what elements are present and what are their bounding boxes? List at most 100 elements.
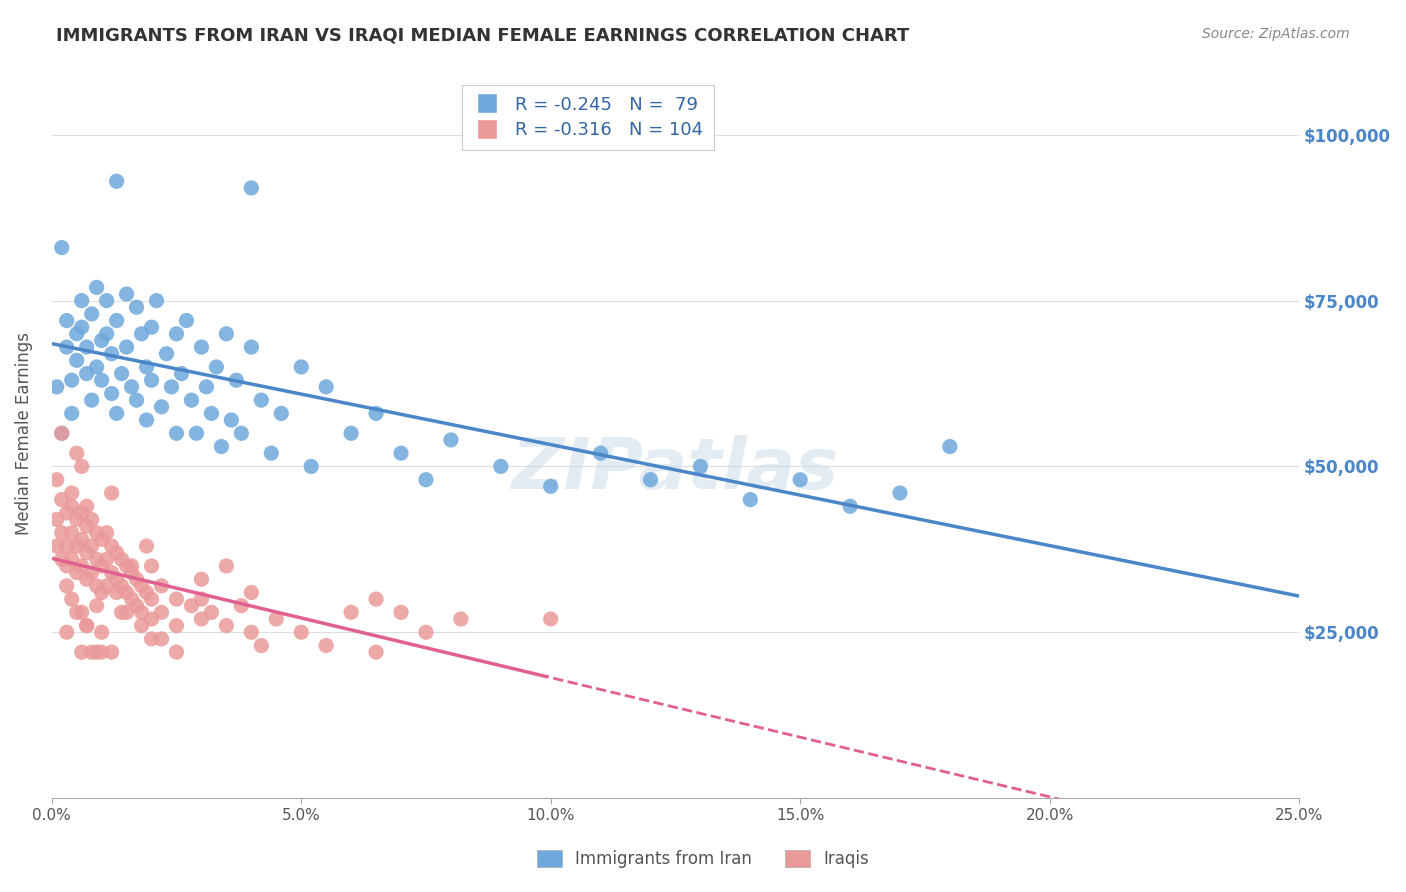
Point xyxy=(125,572,148,586)
Point xyxy=(121,380,143,394)
Point xyxy=(166,426,188,441)
Point xyxy=(100,486,122,500)
Point xyxy=(135,539,157,553)
Point xyxy=(115,340,138,354)
Point xyxy=(76,367,98,381)
Point xyxy=(115,287,138,301)
Point xyxy=(141,592,163,607)
Point xyxy=(215,326,238,341)
Point xyxy=(240,340,263,354)
Point xyxy=(66,353,89,368)
Point xyxy=(96,525,118,540)
Point xyxy=(51,426,73,441)
Point xyxy=(105,585,128,599)
Point xyxy=(190,612,212,626)
Point xyxy=(240,181,263,195)
Point xyxy=(100,539,122,553)
Point xyxy=(76,340,98,354)
Text: ZIPatlas: ZIPatlas xyxy=(512,435,839,504)
Point xyxy=(689,459,711,474)
Point xyxy=(150,400,173,414)
Point xyxy=(66,512,89,526)
Point xyxy=(839,500,862,514)
Text: Source: ZipAtlas.com: Source: ZipAtlas.com xyxy=(1202,27,1350,41)
Point xyxy=(141,320,163,334)
Point xyxy=(51,241,73,255)
Point xyxy=(889,486,911,500)
Point xyxy=(121,558,143,573)
Point xyxy=(215,558,238,573)
Point xyxy=(70,606,93,620)
Point xyxy=(135,359,157,374)
Point xyxy=(589,446,612,460)
Point xyxy=(231,426,253,441)
Point xyxy=(450,612,472,626)
Point xyxy=(90,645,112,659)
Point xyxy=(176,313,198,327)
Point xyxy=(86,599,108,613)
Point xyxy=(131,618,153,632)
Point xyxy=(195,380,218,394)
Point xyxy=(160,380,183,394)
Point xyxy=(76,618,98,632)
Point xyxy=(540,612,562,626)
Point xyxy=(105,313,128,327)
Point xyxy=(150,606,173,620)
Point xyxy=(105,572,128,586)
Point xyxy=(290,625,312,640)
Point xyxy=(45,539,67,553)
Point xyxy=(60,373,83,387)
Point xyxy=(315,639,337,653)
Point xyxy=(315,380,337,394)
Point xyxy=(96,326,118,341)
Point xyxy=(110,552,132,566)
Text: IMMIGRANTS FROM IRAN VS IRAQI MEDIAN FEMALE EARNINGS CORRELATION CHART: IMMIGRANTS FROM IRAN VS IRAQI MEDIAN FEM… xyxy=(56,27,910,45)
Point xyxy=(110,367,132,381)
Point xyxy=(131,606,153,620)
Point xyxy=(80,645,103,659)
Point xyxy=(60,500,83,514)
Point xyxy=(105,174,128,188)
Point xyxy=(60,486,83,500)
Point xyxy=(86,552,108,566)
Point xyxy=(240,585,263,599)
Point xyxy=(80,512,103,526)
Point xyxy=(190,340,212,354)
Y-axis label: Median Female Earnings: Median Female Earnings xyxy=(15,332,32,535)
Point xyxy=(90,625,112,640)
Point xyxy=(70,459,93,474)
Point xyxy=(115,558,138,573)
Point xyxy=(205,359,228,374)
Point xyxy=(96,579,118,593)
Point xyxy=(115,606,138,620)
Point xyxy=(340,606,363,620)
Point xyxy=(70,506,93,520)
Legend: Immigrants from Iran, Iraqis: Immigrants from Iran, Iraqis xyxy=(530,843,876,875)
Point xyxy=(489,459,512,474)
Point xyxy=(90,373,112,387)
Point xyxy=(389,606,412,620)
Point xyxy=(70,558,93,573)
Point xyxy=(51,492,73,507)
Point xyxy=(66,446,89,460)
Point xyxy=(131,579,153,593)
Point xyxy=(150,632,173,646)
Point xyxy=(166,326,188,341)
Point xyxy=(70,293,93,308)
Point xyxy=(141,558,163,573)
Point xyxy=(155,347,177,361)
Point xyxy=(70,533,93,547)
Point xyxy=(389,446,412,460)
Point xyxy=(70,320,93,334)
Point xyxy=(141,612,163,626)
Point xyxy=(55,340,77,354)
Point xyxy=(200,406,222,420)
Point xyxy=(166,618,188,632)
Point xyxy=(340,426,363,441)
Point xyxy=(45,380,67,394)
Point xyxy=(100,566,122,580)
Point xyxy=(221,413,243,427)
Point xyxy=(364,645,387,659)
Point xyxy=(789,473,811,487)
Point xyxy=(150,579,173,593)
